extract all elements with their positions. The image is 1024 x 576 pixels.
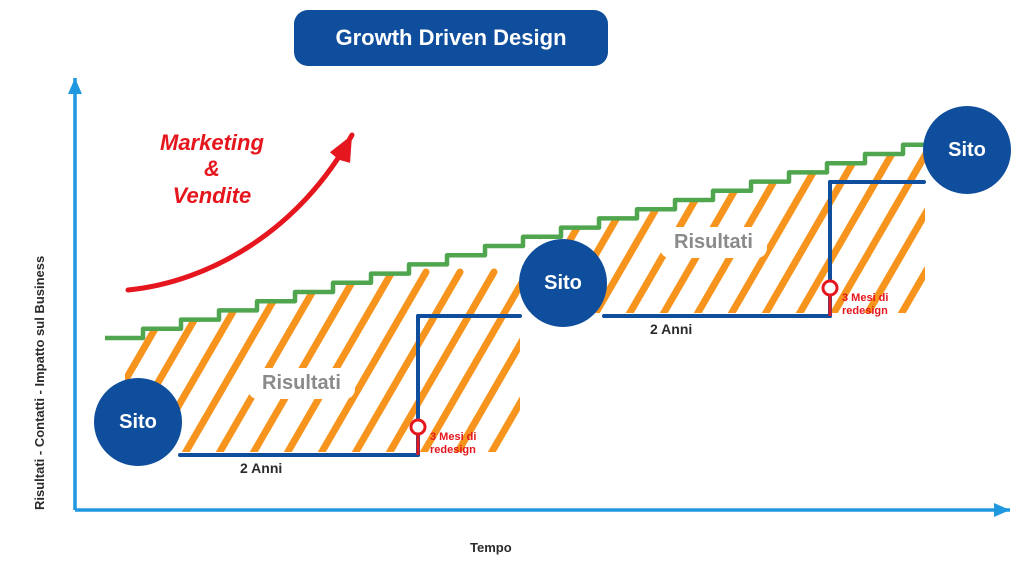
sito-node: Sito [94, 378, 182, 466]
redesign-label: 3 Mesi diredesign [430, 431, 476, 456]
risultati-pill: Risultati [248, 368, 355, 399]
timespan-label: 2 Anni [650, 321, 692, 337]
sito-node: Sito [923, 106, 1011, 194]
risultati-pill: Risultati [660, 227, 767, 258]
diagram-svg [0, 0, 1024, 576]
x-axis-label: Tempo [470, 540, 512, 555]
y-axis-label: Risultati - Contatti - Impatto sul Busin… [32, 256, 47, 510]
timespan-label: 2 Anni [240, 460, 282, 476]
sito-node: Sito [519, 239, 607, 327]
title-pill: Growth Driven Design [294, 10, 608, 66]
title-text: Growth Driven Design [335, 25, 566, 51]
redesign-label: 3 Mesi diredesign [842, 292, 888, 317]
marketing-vendite-label: Marketing&Vendite [160, 130, 264, 209]
